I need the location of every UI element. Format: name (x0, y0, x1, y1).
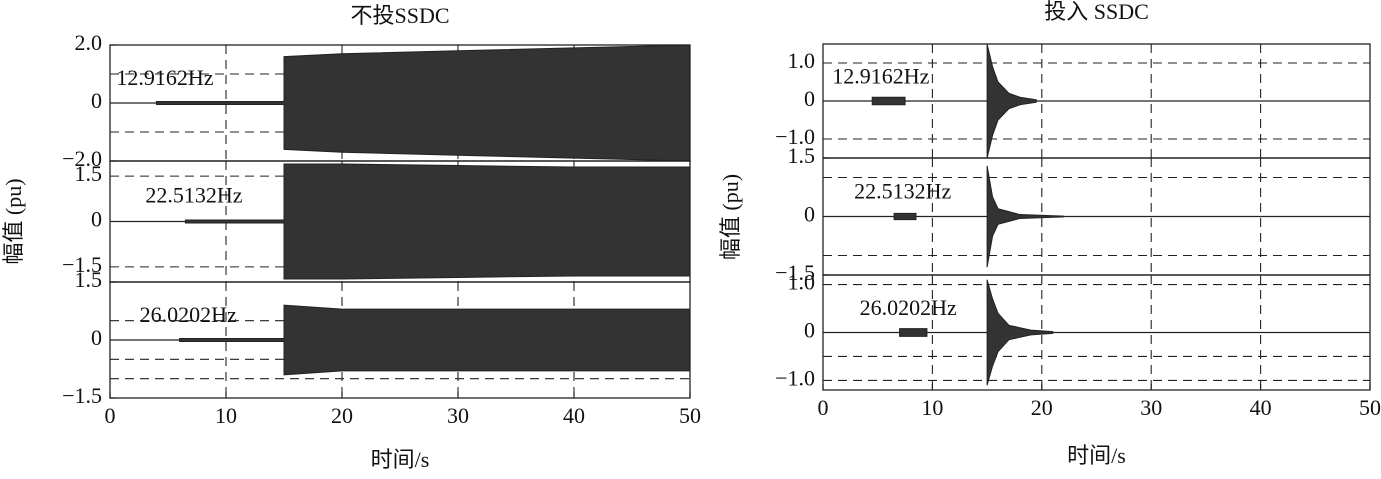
y-tick-label: −1.0 (775, 124, 815, 149)
x-tick-label: 10 (215, 403, 237, 428)
signal-envelope (893, 212, 917, 221)
x-tick-label: 40 (563, 403, 585, 428)
x-tick-label: 20 (1031, 395, 1053, 420)
x-tick-label: 20 (331, 403, 353, 428)
signal-envelope (899, 328, 928, 337)
y-tick-label: 2.0 (75, 30, 103, 55)
frequency-annotation: 12.9162Hz (116, 65, 213, 90)
y-axis-label: 幅值 (pu) (1, 178, 26, 264)
x-tick-label: 30 (1140, 395, 1162, 420)
y-tick-label: 0 (91, 88, 102, 113)
signal-envelope (179, 304, 691, 376)
panel-title: 不投SSDC (350, 3, 449, 28)
y-tick-label: −1.5 (62, 383, 102, 408)
y-tick-label: 0 (91, 207, 102, 232)
frequency-annotation: 26.0202Hz (860, 295, 957, 320)
subplot-frame (109, 281, 691, 399)
y-tick-label: 0 (804, 86, 815, 111)
y-tick-label: −1.0 (775, 365, 815, 390)
y-tick-label: 1.5 (75, 267, 103, 292)
subplot-frame (822, 274, 1371, 391)
y-tick-label: 1.5 (75, 161, 103, 186)
x-tick-label: 0 (105, 403, 116, 428)
frequency-annotation: 22.5132Hz (854, 178, 951, 203)
y-axis-label: 幅值 (pu) (718, 174, 743, 260)
frequency-annotation: 26.0202Hz (140, 302, 237, 327)
panel-title: 投入 SSDC (1044, 0, 1149, 24)
y-tick-label: 0 (804, 318, 815, 343)
frequency-annotation: 12.9162Hz (832, 64, 929, 89)
y-tick-label: 1.0 (788, 270, 816, 295)
x-tick-label: 50 (679, 403, 701, 428)
x-tick-label: 30 (447, 403, 469, 428)
y-tick-label: −2.0 (62, 146, 102, 171)
y-tick-label: 0 (91, 325, 102, 350)
signal-envelope (871, 96, 906, 106)
x-tick-label: 0 (818, 395, 829, 420)
frequency-annotation: 22.5132Hz (145, 182, 242, 207)
x-tick-label: 10 (921, 395, 943, 420)
signal-envelope (986, 43, 1037, 159)
x-tick-label: 40 (1250, 395, 1272, 420)
y-tick-label: 0 (804, 202, 815, 227)
x-axis-label: 时间/s (1067, 443, 1126, 468)
x-tick-label: 50 (1359, 395, 1381, 420)
signal-envelope (155, 44, 691, 162)
y-tick-label: 1.0 (788, 48, 816, 73)
signal-envelope (986, 279, 1054, 386)
y-tick-label: 1.5 (788, 143, 816, 168)
signal-envelope (184, 163, 691, 280)
y-tick-label: −1.5 (62, 252, 102, 277)
y-tick-label: −1.5 (775, 260, 815, 285)
x-axis-label: 时间/s (371, 447, 430, 472)
signal-envelope (986, 165, 1065, 268)
